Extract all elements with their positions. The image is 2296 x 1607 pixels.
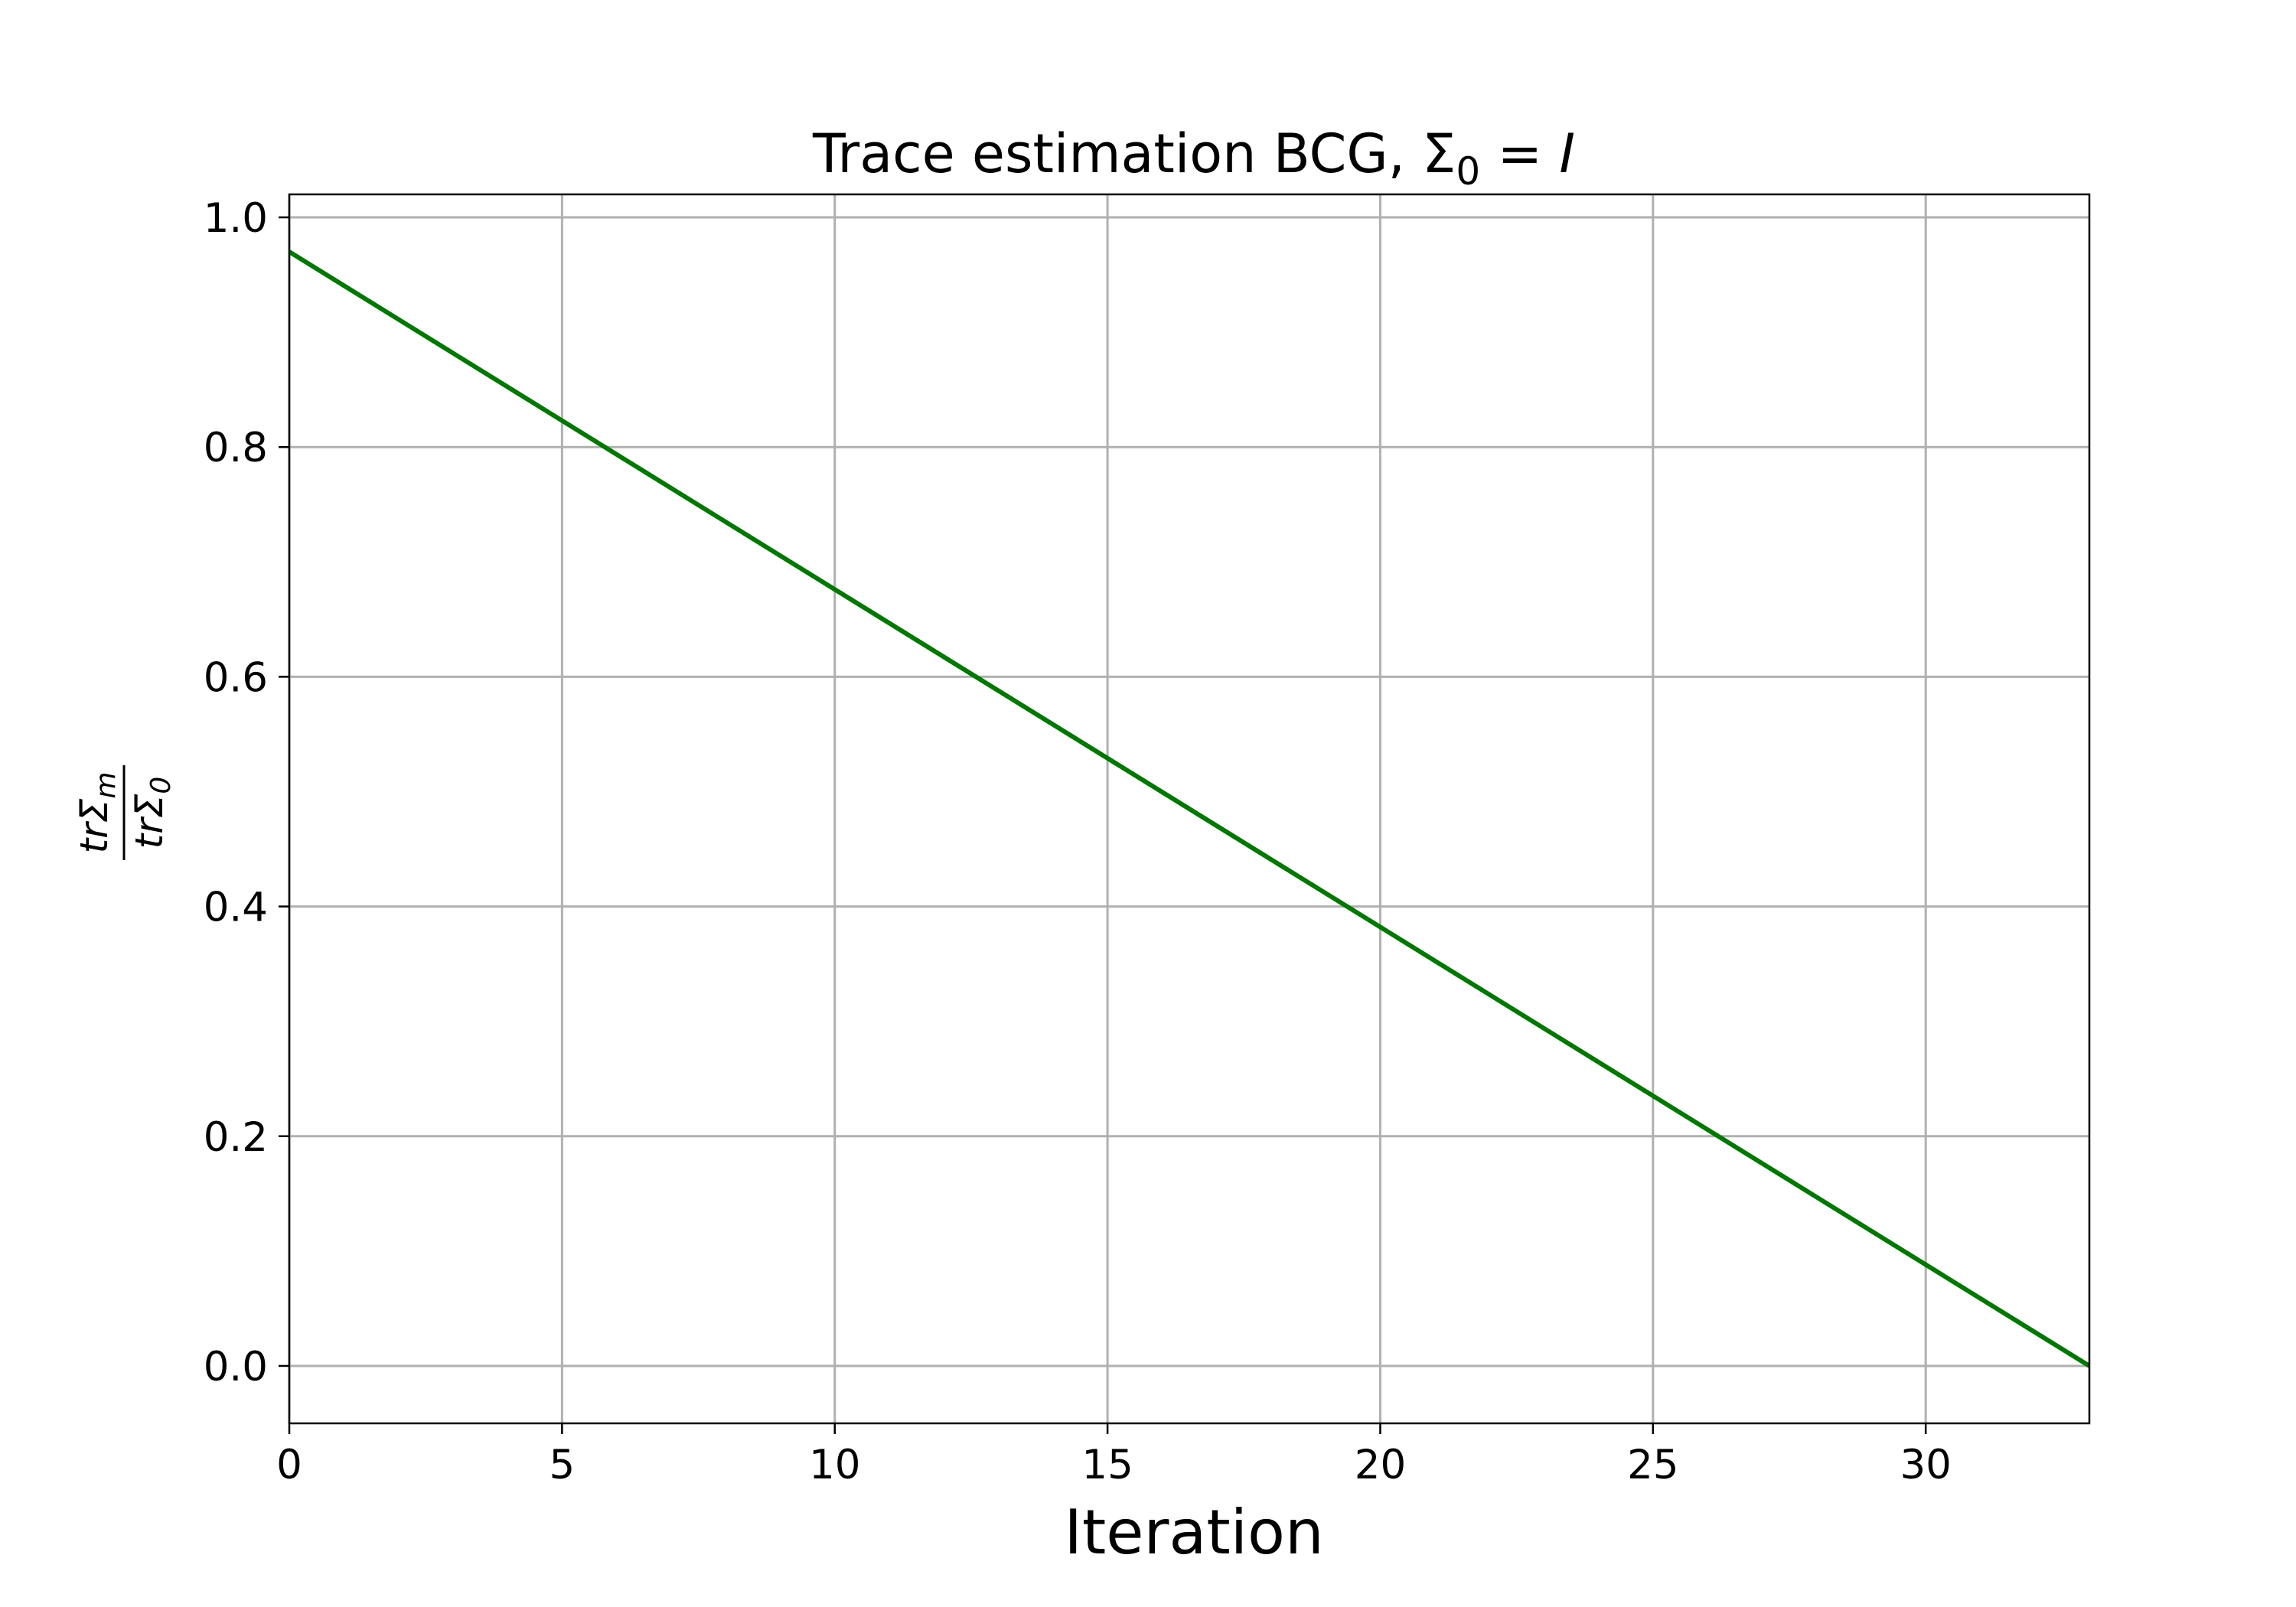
y-axis-label-denominator: trΣ0: [127, 777, 177, 849]
x-tick-label: 5: [549, 1442, 575, 1488]
y-axis-label: trΣm trΣ0: [72, 765, 177, 860]
y-label-numerator-subscript: m: [90, 772, 122, 799]
x-tick-label: 25: [1627, 1442, 1678, 1488]
y-axis-label-numerator: trΣm: [72, 772, 122, 854]
x-tick-labels: 0 5 10 15 20 25 30: [276, 1442, 1952, 1488]
y-tick-label: 0.2: [204, 1114, 268, 1161]
y-tick-label: 0.8: [204, 425, 268, 471]
series-line: [288, 249, 2091, 1368]
x-axis-label: Iteration: [1064, 1497, 1323, 1568]
plot-frame: [288, 193, 2091, 1425]
chart-title: Trace estimation BCG, Σ0 = I: [812, 122, 1575, 194]
y-tick-label: 0.6: [204, 654, 268, 701]
x-tick-label: 0: [276, 1442, 302, 1488]
x-tick-label: 10: [809, 1442, 860, 1488]
title-equals: =: [1480, 122, 1559, 185]
x-tick-label: 15: [1081, 1442, 1133, 1488]
y-label-denominator-subscript: 0: [145, 777, 177, 794]
x-tick-label: 30: [1900, 1442, 1951, 1488]
title-rhs: I: [1559, 122, 1575, 185]
tick-marks: [279, 216, 1927, 1434]
x-tick-label: 20: [1355, 1442, 1406, 1488]
y-tick-label: 0.4: [204, 885, 268, 931]
y-tick-label: 1.0: [204, 195, 268, 242]
y-tick-labels: 0.0 0.2 0.4 0.6 0.8 1.0: [204, 195, 268, 1390]
title-subscript: 0: [1456, 149, 1480, 194]
y-tick-label: 0.0: [204, 1344, 268, 1390]
grid-lines: [288, 194, 2089, 1423]
series-layer: [288, 249, 2091, 1368]
